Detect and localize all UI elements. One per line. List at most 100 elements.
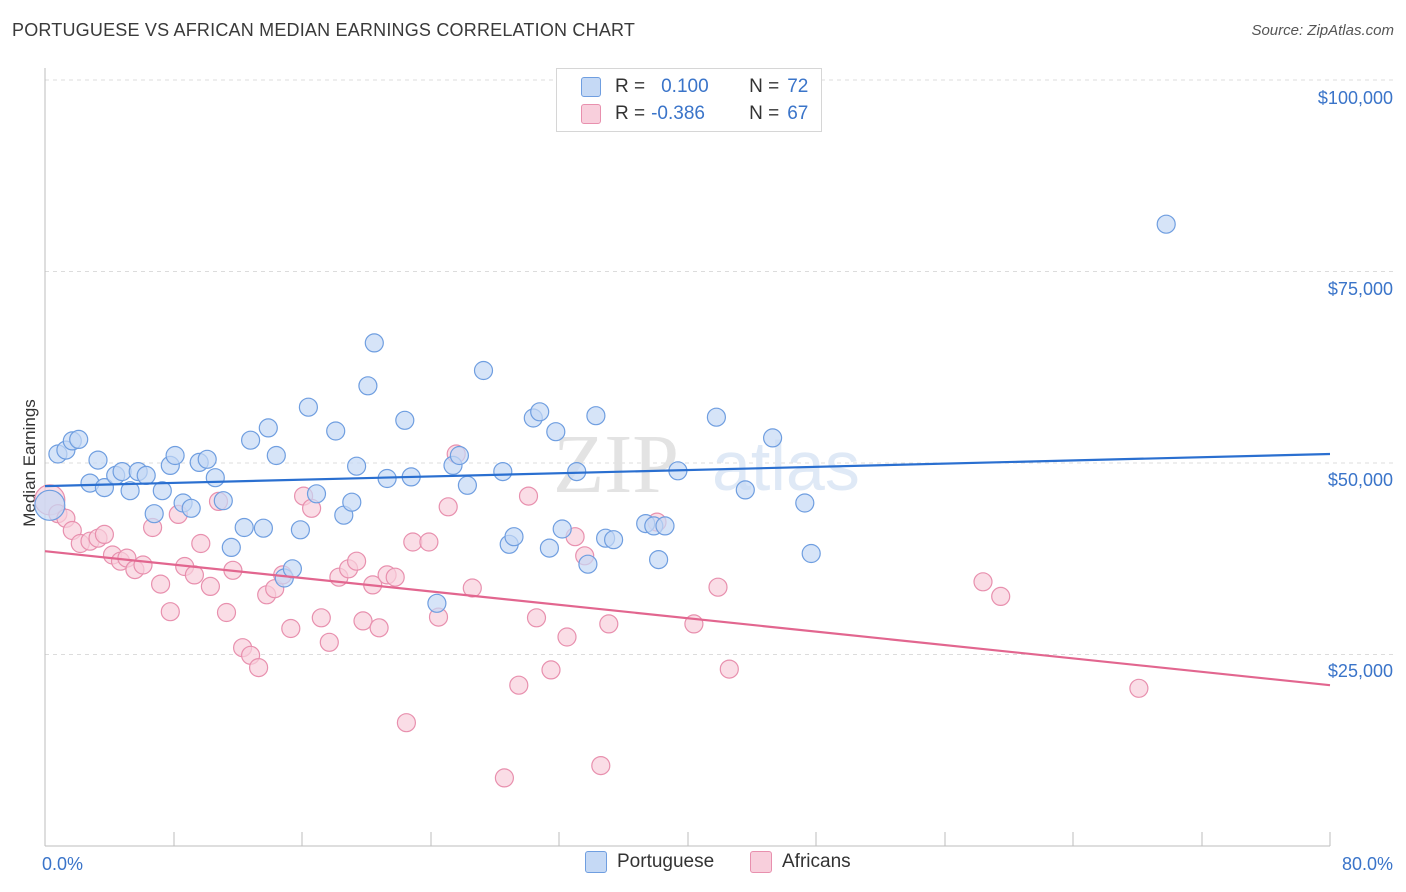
- portuguese-point: [136, 465, 156, 485]
- africans-point: [541, 660, 561, 680]
- portuguese-point: [221, 537, 241, 558]
- portuguese-point: [449, 445, 469, 466]
- portuguese-point: [539, 538, 560, 558]
- r-label: R =: [615, 76, 646, 97]
- legend-item-portuguese: Portuguese: [585, 851, 714, 873]
- portuguese-point: [152, 481, 172, 501]
- portuguese-point: [258, 418, 278, 438]
- africans-point: [438, 497, 458, 517]
- africans-point: [599, 614, 619, 634]
- africans-point: [419, 532, 439, 552]
- x-tick-label-min: 0.0%: [42, 854, 83, 874]
- portuguese-point: [578, 554, 598, 574]
- africans-point: [509, 675, 529, 695]
- africans-point: [396, 713, 416, 733]
- x-tick-label-max: 80.0%: [1342, 854, 1393, 874]
- n-label: N =: [749, 103, 780, 124]
- watermark: ZIP atlas: [553, 418, 860, 511]
- africans-point: [708, 577, 728, 597]
- africans-point: [200, 576, 220, 597]
- portuguese-point: [266, 445, 286, 466]
- africans-point: [719, 659, 739, 679]
- portuguese-point: [1156, 214, 1176, 234]
- legend-item-africans: Africans: [750, 851, 851, 873]
- n-value: 72: [787, 76, 809, 97]
- axes: [44, 68, 1331, 847]
- africans-point: [133, 555, 153, 575]
- portuguese-point: [290, 520, 310, 540]
- portuguese-point: [648, 549, 669, 570]
- africans-point: [385, 567, 405, 587]
- portuguese-swatch: [581, 77, 601, 97]
- africans-point: [347, 551, 367, 571]
- portuguese-point: [364, 333, 384, 353]
- africans-legend-swatch: [750, 851, 772, 873]
- chart-title: PORTUGUESE VS AFRICAN MEDIAN EARNINGS CO…: [12, 20, 636, 40]
- portuguese-point: [735, 480, 755, 500]
- africans-point: [281, 618, 301, 639]
- portuguese-point: [298, 397, 318, 417]
- africans-point: [557, 627, 577, 647]
- portuguese-point: [795, 493, 815, 513]
- portuguese-point: [427, 593, 447, 613]
- portuguese-point: [603, 530, 624, 550]
- portuguese-points: [34, 214, 1176, 613]
- portuguese-point: [706, 407, 727, 427]
- africans-point: [369, 618, 389, 638]
- africans-point: [353, 611, 373, 631]
- y-axis-title: Median Earnings: [20, 399, 39, 527]
- africans-point: [216, 602, 237, 623]
- chart-source: Source: ZipAtlas.com: [1251, 22, 1394, 39]
- portuguese-legend-swatch: [585, 851, 607, 873]
- portuguese-point: [546, 422, 566, 442]
- africans-point: [184, 565, 204, 585]
- y-tick-label-25000: $25,000: [1328, 661, 1393, 681]
- legend-row-africans: R = -0.386 N = 67: [581, 102, 808, 126]
- africans-point: [249, 657, 269, 678]
- r-value: -0.386: [651, 103, 705, 124]
- portuguese-point: [144, 504, 164, 524]
- portuguese-point: [395, 410, 415, 430]
- portuguese-point: [358, 376, 378, 396]
- africans-point: [191, 533, 211, 554]
- portuguese-point: [94, 478, 115, 498]
- portuguese-point: [120, 481, 140, 501]
- africans-point: [151, 574, 171, 594]
- trend-lines: [44, 452, 1331, 687]
- africans-point: [319, 632, 339, 652]
- africans-legend-label: Africans: [782, 851, 851, 872]
- africans-point: [403, 532, 423, 552]
- y-tick-label-100000: $100,000: [1318, 88, 1393, 108]
- portuguese-point: [205, 468, 225, 488]
- n-label: N =: [749, 76, 780, 97]
- portuguese-point: [347, 456, 367, 476]
- portuguese-point: [213, 491, 233, 511]
- y-tick-label-75000-visible: $75,000: [1328, 279, 1393, 299]
- portuguese-point: [586, 406, 606, 426]
- portuguese-point: [493, 462, 513, 482]
- portuguese-point: [457, 475, 477, 495]
- n-value: 67: [787, 103, 809, 124]
- portuguese-legend-label: Portuguese: [617, 851, 715, 872]
- y-tick-label-50000: $50,000: [1328, 470, 1393, 490]
- africans-point: [160, 602, 180, 622]
- r-label: R =: [615, 103, 646, 124]
- portuguese-point: [88, 450, 108, 470]
- portuguese-point: [181, 498, 201, 518]
- portuguese-point: [69, 429, 89, 449]
- africans-point: [94, 524, 115, 545]
- portuguese-point: [801, 543, 821, 564]
- portuguese-point: [112, 462, 132, 482]
- portuguese-point: [34, 489, 66, 521]
- africans-point: [518, 486, 539, 506]
- legend-row-portuguese: R = 0.100 N = 72: [581, 75, 808, 99]
- portuguese-point: [234, 517, 254, 538]
- portuguese-point: [552, 519, 572, 539]
- portuguese-point: [655, 516, 675, 536]
- portuguese-point: [473, 360, 494, 381]
- portuguese-point: [762, 428, 783, 448]
- stats-legend: R = 0.100 N = 72 R = -0.386 N = 67: [556, 68, 822, 132]
- africans-point: [973, 572, 993, 592]
- portuguese-point: [504, 527, 524, 547]
